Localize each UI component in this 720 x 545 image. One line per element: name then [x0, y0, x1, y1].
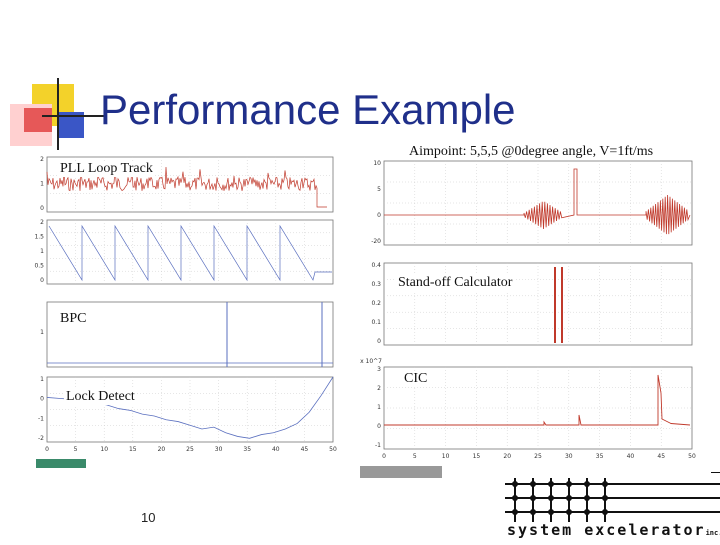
x-tick-label: 20 — [503, 453, 511, 460]
slide-title: Performance Example — [100, 86, 516, 133]
logo-suffix: inc. — [705, 529, 720, 537]
cic-label: CIC — [402, 371, 430, 387]
x-tick-label: 25 — [534, 453, 542, 460]
y-tick-label: 0.1 — [371, 319, 381, 326]
y-tick-label: 0 — [377, 423, 381, 430]
bpc-label: BPC — [58, 311, 89, 327]
x-tick-label: 10 — [100, 446, 108, 453]
x-tick-label: 5 — [74, 446, 78, 453]
x-tick-label: 20 — [158, 446, 166, 453]
y-tick-label: 1 — [40, 248, 44, 255]
y-tick-label: 1 — [377, 404, 381, 411]
x-tick-label: 25 — [186, 446, 194, 453]
x-tick-label: 50 — [329, 446, 337, 453]
y-tick-label: -1 — [375, 442, 381, 449]
y-tick-label: 0 — [377, 212, 381, 219]
logo-wordmark: system excelerator — [507, 521, 706, 539]
y-tick-label: 1 — [40, 376, 44, 383]
y-tick-label: -2 — [38, 435, 44, 442]
y-tick-label: 0.2 — [371, 300, 381, 307]
x-tick-label: 0 — [45, 446, 49, 453]
x-tick-label: 5 — [413, 453, 417, 460]
x-tick-label: 15 — [473, 453, 481, 460]
x-tick-label: 30 — [215, 446, 223, 453]
corner-decoration — [0, 0, 110, 160]
x-tick-label: 15 — [129, 446, 137, 453]
y-tick-label: -20 — [371, 238, 381, 245]
y-tick-label: -1 — [38, 415, 44, 422]
y-tick-label: 1.5 — [34, 234, 44, 241]
page-number: 10 — [141, 510, 156, 525]
series-bar — [554, 267, 556, 343]
corner-squares-icon — [10, 78, 105, 150]
y-tick-label: 1 — [40, 329, 44, 336]
y-tick-label: 5 — [377, 186, 381, 193]
series-line — [384, 374, 691, 426]
y-tick-label: 0 — [377, 338, 381, 345]
y-tick-label: 10 — [373, 160, 381, 167]
system-excelerator-logo: system exceleratorinc. — [505, 471, 720, 540]
x-tick-label: 50 — [688, 453, 696, 460]
y-tick-label: 0.4 — [371, 262, 381, 269]
y-tick-label: 1 — [40, 181, 44, 188]
exponent-label: x 10^7 — [360, 358, 382, 365]
x-tick-label: 40 — [627, 453, 635, 460]
pll-loop-track-label: PLL Loop Track — [58, 161, 155, 177]
aimpoint-label: Aimpoint: 5,5,5 @0degree angle, V=1ft/ms — [409, 144, 654, 159]
y-tick-label: 0.5 — [34, 263, 44, 270]
x-tick-label: 45 — [301, 446, 309, 453]
panel-frame — [46, 301, 334, 368]
x-tick-label: 35 — [596, 453, 604, 460]
series-line — [46, 167, 327, 208]
series-line — [384, 168, 691, 235]
x-tick-label: 30 — [565, 453, 573, 460]
x-tick-label: 45 — [657, 453, 665, 460]
x-tick-label: 10 — [442, 453, 450, 460]
figure-tag — [360, 466, 442, 478]
y-tick-label: 0 — [40, 205, 44, 212]
series-bar — [561, 267, 563, 343]
standoff-calculator-label: Stand-off Calculator — [396, 275, 515, 291]
y-tick-label: 2 — [377, 385, 381, 392]
x-tick-label: 40 — [272, 446, 280, 453]
y-tick-label: 0 — [40, 396, 44, 403]
y-tick-label: 0.3 — [371, 281, 381, 288]
series-line — [48, 224, 332, 282]
panel-frame — [46, 219, 334, 285]
y-tick-label: 3 — [377, 366, 381, 373]
y-tick-label: 2 — [40, 156, 44, 163]
lock-detect-label: Lock Detect — [64, 389, 137, 405]
figure-tag — [36, 459, 86, 468]
y-tick-label: 2 — [40, 219, 44, 226]
circuit-logo-icon — [505, 471, 720, 536]
x-tick-label: 35 — [243, 446, 251, 453]
x-tick-label: 0 — [382, 453, 386, 460]
y-tick-label: 0 — [40, 277, 44, 284]
